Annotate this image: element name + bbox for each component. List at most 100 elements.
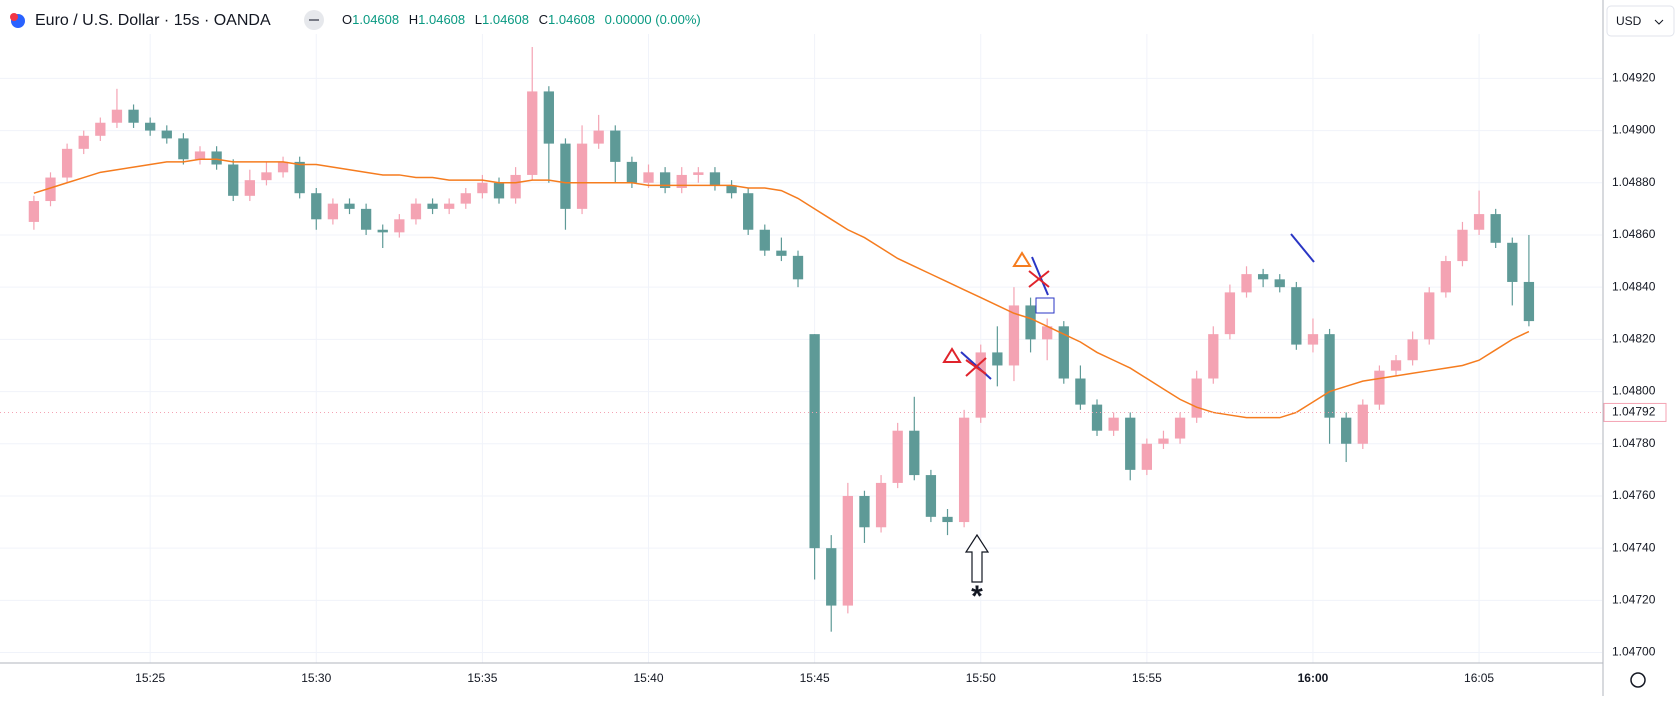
candle-body: [826, 548, 837, 606]
candle-body: [161, 130, 172, 139]
candle-body: [394, 219, 405, 233]
candle-body: [975, 352, 986, 418]
y-tick-label: 1.04880: [1612, 175, 1656, 189]
x-tick-label: 15:55: [1132, 671, 1162, 685]
y-tick-label: 1.04820: [1612, 332, 1656, 346]
candle-body: [61, 148, 73, 178]
candle-body: [294, 161, 305, 194]
cross-marker: [1028, 270, 1050, 288]
x-tick-label: 15:35: [467, 671, 497, 685]
y-tick-label: 1.04780: [1612, 436, 1656, 450]
candle-body: [1108, 417, 1119, 431]
moving-average-line: [33, 158, 1530, 419]
candle-body: [1507, 242, 1518, 282]
trend-line: [1290, 233, 1315, 263]
cross-marker: [965, 357, 987, 377]
candle-body: [693, 172, 704, 175]
candle-body: [925, 475, 937, 517]
candle-body: [659, 172, 671, 188]
x-tick-label: 15:50: [966, 671, 996, 685]
y-tick-label: 1.04760: [1612, 488, 1656, 502]
star-marker: *: [971, 580, 983, 613]
candle-body: [958, 417, 970, 523]
candle-body: [1191, 378, 1202, 418]
candle-body: [277, 161, 289, 173]
candle-body: [892, 430, 903, 483]
candle-body: [178, 138, 189, 160]
o-label: O: [342, 12, 352, 27]
x-tick-label: 15:30: [301, 671, 331, 685]
x-tick-label: 15:25: [135, 671, 165, 685]
candle-body: [1158, 438, 1169, 444]
y-tick-label: 1.04800: [1612, 384, 1656, 398]
candle-body: [709, 172, 721, 186]
candle-body: [776, 250, 787, 256]
y-tick-label: 1.04840: [1612, 279, 1656, 293]
candle-body: [576, 143, 588, 209]
candle-body: [228, 164, 239, 196]
trend-line: [960, 351, 992, 380]
x-tick-label: 16:05: [1464, 671, 1494, 685]
currency-select[interactable]: [1606, 5, 1675, 37]
drawings: *: [942, 233, 1315, 613]
o-value: 1.04608: [352, 12, 399, 27]
candle-body: [1008, 305, 1020, 366]
header-bar: [0, 0, 1602, 34]
candle-body: [427, 203, 438, 209]
candle-body: [1274, 279, 1285, 288]
candle-body: [78, 135, 89, 149]
axes: 1.04700 1.04720 1.04740 1.04760 1.04780 1.048…: [135, 71, 1667, 685]
candle-body: [1341, 417, 1352, 444]
currency-label: USD: [1616, 14, 1642, 28]
candle-body: [410, 203, 422, 220]
candle-body: [593, 130, 604, 144]
candle-body: [1390, 360, 1402, 371]
settings-button[interactable]: [1630, 672, 1646, 688]
l-value: 1.04608: [482, 12, 529, 27]
candle-body: [743, 193, 754, 230]
candle-body: [626, 161, 638, 183]
candle-body: [194, 151, 206, 160]
candle-body: [726, 185, 737, 194]
candle-body: [477, 182, 488, 194]
candle-body: [1241, 274, 1252, 293]
candle-body: [1374, 370, 1385, 405]
candle-body: [1291, 287, 1302, 345]
price-tag-label: 1.04792: [1612, 405, 1656, 419]
h-value: 1.04608: [418, 12, 465, 27]
candle-body: [1091, 404, 1103, 431]
candle-body: [809, 334, 820, 549]
candle-body: [610, 130, 621, 162]
candle-body: [1257, 274, 1269, 280]
plot-area: [0, 47, 1602, 632]
candle-body: [1075, 378, 1086, 405]
ohlc-row: O1.04608 H1.04608 L1.04608 C1.04608 0.00…: [342, 12, 701, 27]
candle-body: [211, 151, 222, 165]
l-label: L: [475, 12, 482, 27]
candle-body: [1141, 443, 1152, 470]
candle-body: [1224, 292, 1236, 335]
candle-body: [261, 172, 272, 181]
candle-body: [444, 203, 455, 209]
candle-body: [543, 91, 554, 144]
symbol-icon: [10, 13, 18, 21]
candle-body: [1025, 305, 1036, 340]
arrow-marker: [964, 533, 990, 583]
candle-body: [28, 201, 40, 222]
candle-body: [95, 122, 106, 136]
trend-line: [1031, 256, 1049, 296]
triangle-marker: [1012, 251, 1032, 267]
candle-body: [1440, 261, 1452, 293]
candle-body: [510, 174, 521, 199]
candle-body: [1357, 404, 1368, 444]
candle-body: [560, 143, 571, 209]
triangle-marker: [942, 347, 962, 363]
dropdown-icon: [1654, 19, 1664, 25]
change: 0.00000 (0.00%): [605, 12, 701, 27]
candle-body: [643, 172, 654, 183]
y-tick-label: 1.04720: [1612, 593, 1656, 607]
c-value: 1.04608: [548, 12, 595, 27]
candle-body: [1457, 229, 1468, 262]
candle-body: [992, 352, 1003, 366]
